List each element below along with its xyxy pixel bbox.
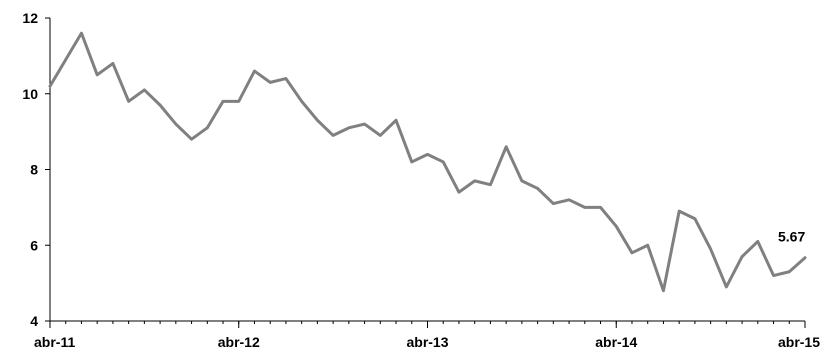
x-tick-label: abr-12 xyxy=(218,334,260,350)
y-tick-label: 12 xyxy=(22,10,38,26)
last-value-label: 5.67 xyxy=(778,229,805,245)
y-tick-label: 10 xyxy=(22,86,38,102)
x-tick-label: abr-11 xyxy=(34,334,75,350)
chart-ticks: 4 6 8 10 12 abr-11 abr-12 abr-13 abr-14 abr-15 xyxy=(22,10,820,350)
x-tick-label: abr-15 xyxy=(778,334,820,350)
x-tick-label: abr-13 xyxy=(406,334,448,350)
y-tick-label: 8 xyxy=(30,162,38,178)
y-tick-label: 4 xyxy=(30,313,38,329)
chart-axes xyxy=(49,18,805,322)
y-tick-label: 6 xyxy=(30,237,38,253)
x-tick-label: abr-14 xyxy=(595,334,637,350)
series-line xyxy=(48,31,807,293)
